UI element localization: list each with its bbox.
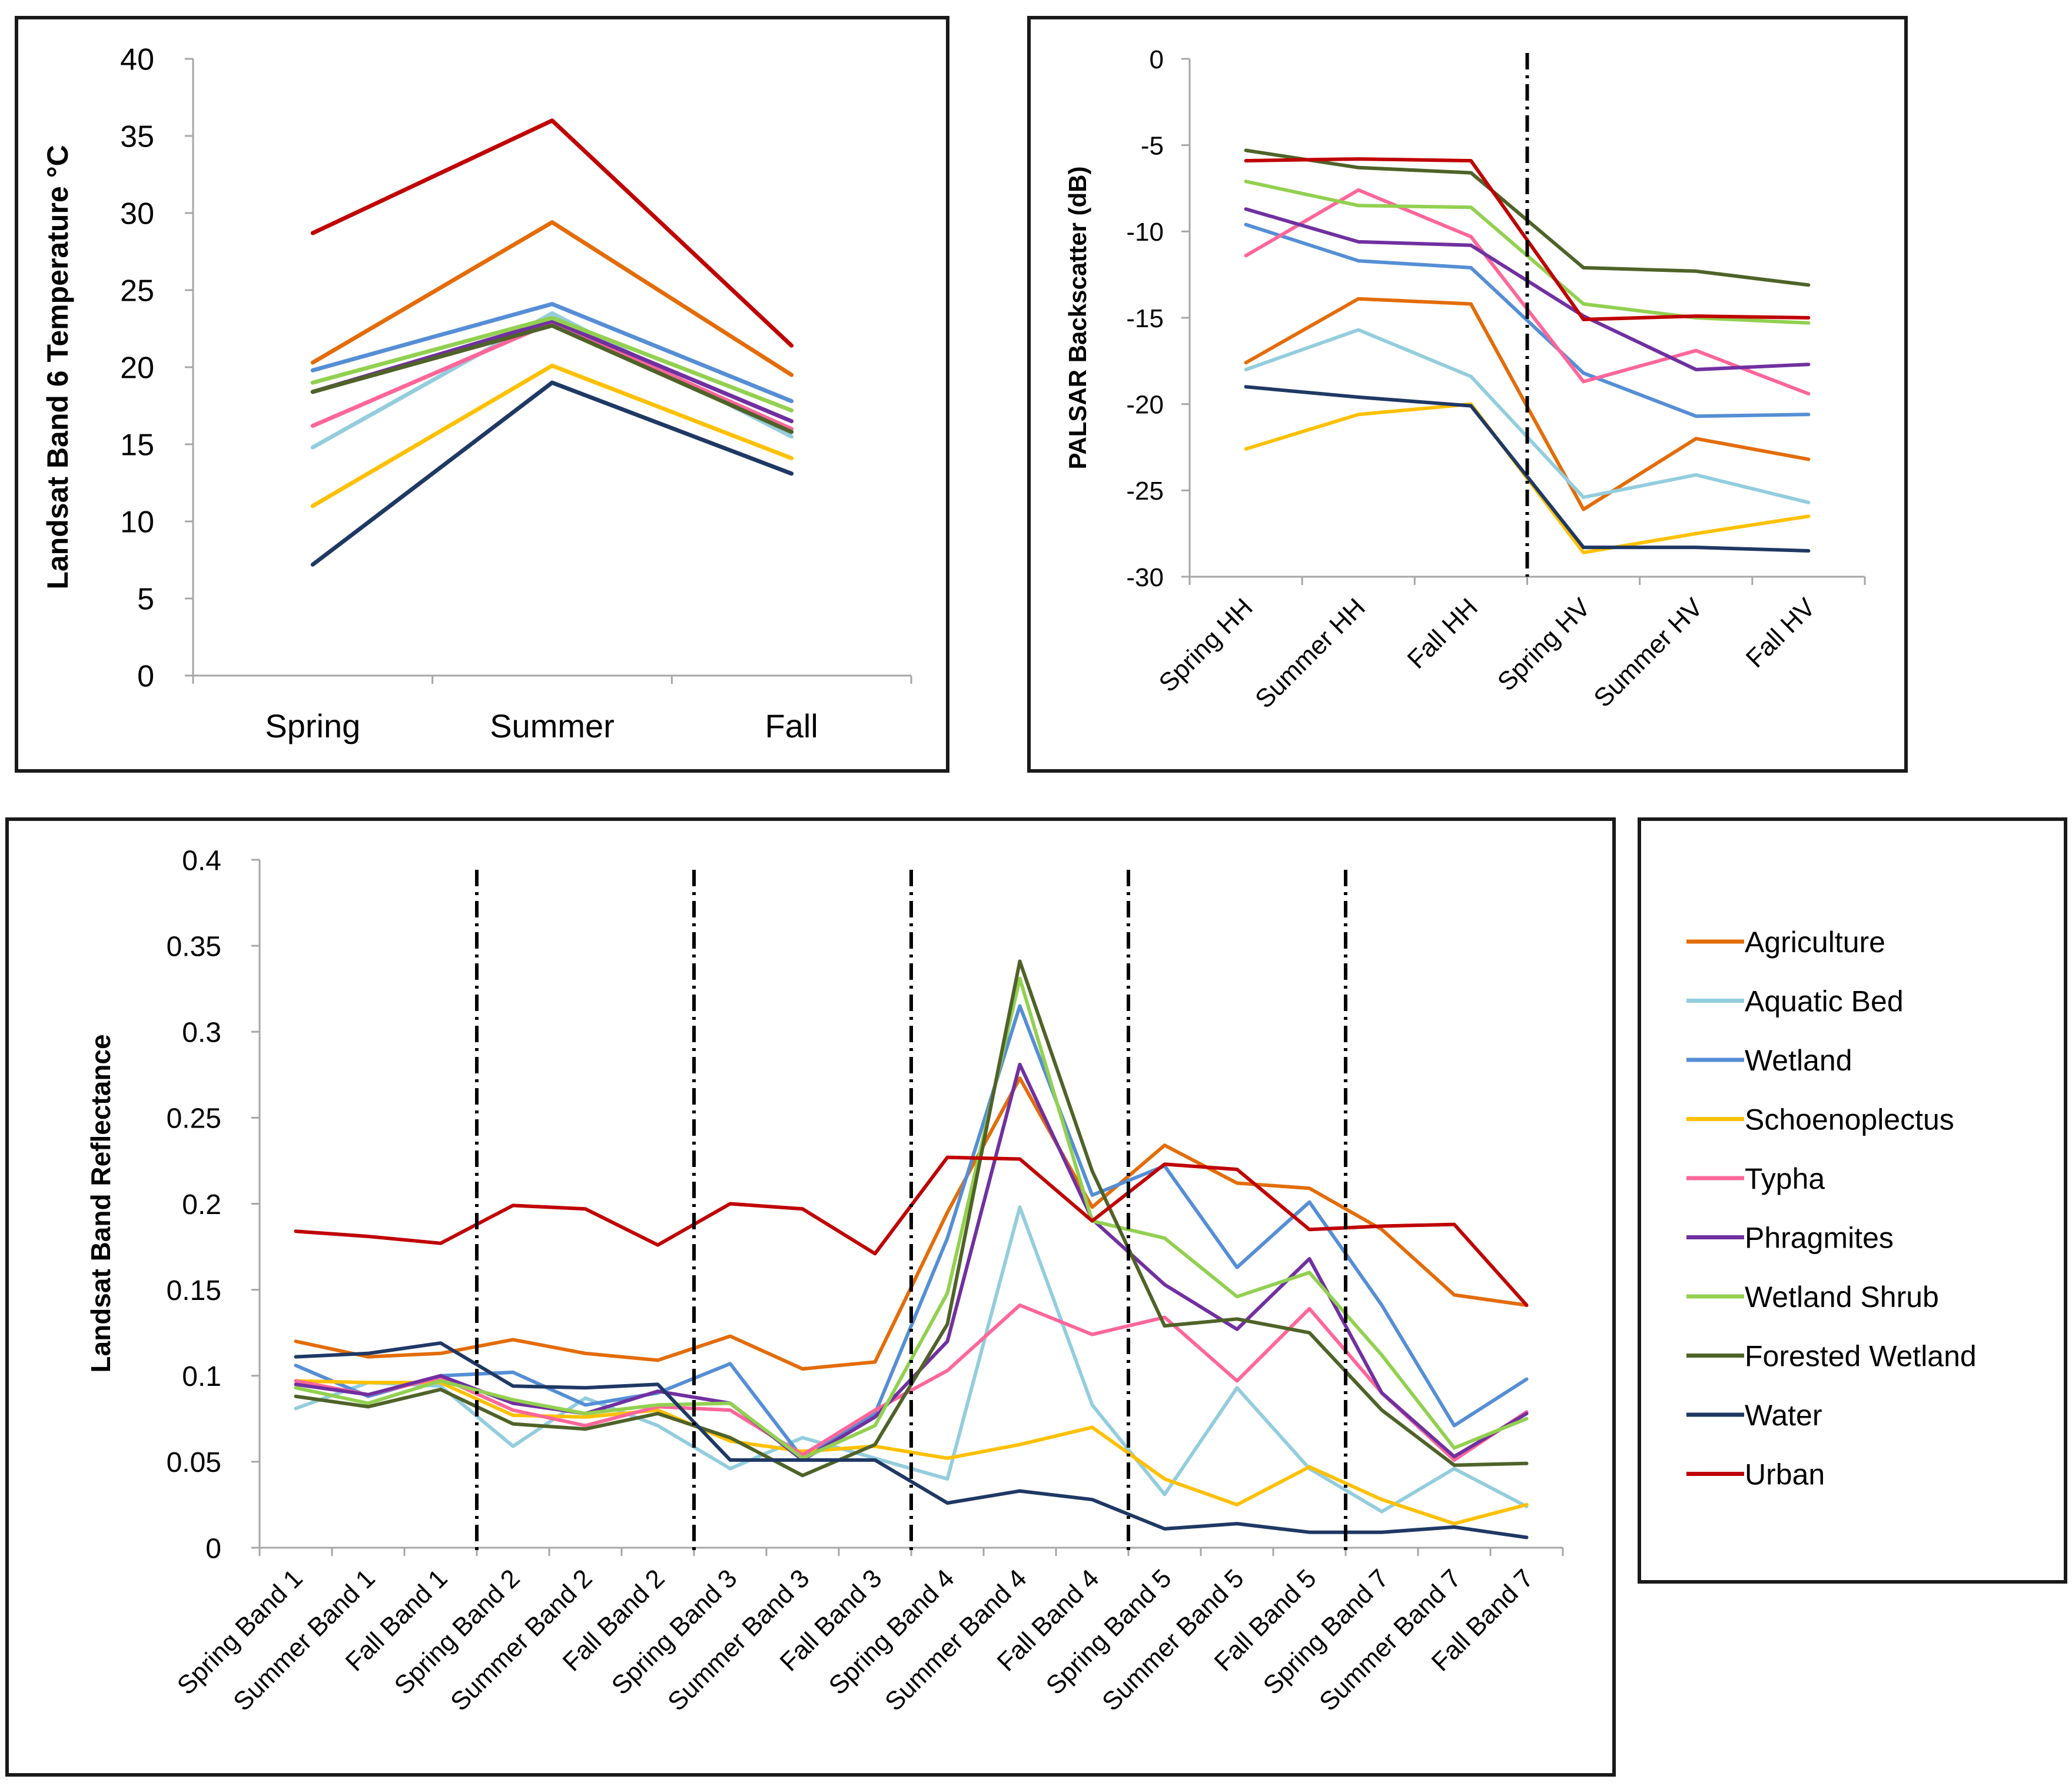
series-line-schoenoplectus [294,1379,1529,1526]
legend: Agriculture Aquatic Bed Wetland Schoenoplec… [1686,926,1977,1491]
series-line-wetland [1244,222,1811,418]
series-line-water [294,1341,1529,1539]
y-tick-label: -10 [1126,218,1164,247]
panel-border-legend [1638,817,2067,1584]
y-axis-title: Landsat Band Reflectance [85,1034,116,1372]
series-line-typha [294,1303,1529,1462]
y-tick-label: 25 [120,274,154,308]
legend-label-urban: Urban [1745,1458,1825,1491]
panel-border-palsar [1027,16,1908,773]
y-tick-label: 0.35 [167,931,221,962]
series-line-schoenoplectus [310,363,794,508]
y-tick-label: 20 [120,351,154,385]
series-line-water [310,380,794,567]
x-tick-label: Summer [490,707,615,744]
y-tick-label: 0.4 [182,845,221,876]
y-tick-label: 5 [137,583,154,617]
series-line-wetland [294,1004,1529,1460]
legend-label-wetland-shrub: Wetland Shrub [1745,1281,1939,1314]
series-line-wetland-shrub [310,315,794,413]
panel-border-temperature [15,16,949,773]
legend-label-schoenoplectus: Schoenoplectus [1745,1103,1954,1136]
legend-label-phragmites: Phragmites [1745,1222,1894,1255]
y-tick-label: 10 [120,506,154,540]
y-tick-label: 40 [120,43,154,77]
legend-label-aquatic-bed: Aquatic Bed [1745,985,1904,1018]
y-tick-label: -20 [1126,391,1164,420]
y-tick-label: 0 [205,1533,221,1564]
y-tick-label: -30 [1126,563,1164,592]
series-line-agriculture [310,220,794,377]
y-tick-label: 0.15 [167,1275,221,1306]
y-tick-label: 0 [137,660,154,694]
y-axis-title: PALSAR Backscatter (dB) [1064,166,1091,469]
chart-temperature: 0 5 10 15 20 25 30 35 40 Spring Summer Fall Landsat … [41,43,912,744]
y-tick-label: 0 [1150,45,1164,74]
legend-label-agriculture: Agriculture [1745,926,1885,959]
y-axis-title: Landsat Band 6 Temperature °C [41,145,74,589]
y-tick-label: -25 [1126,477,1164,506]
series-line-urban [310,118,794,348]
y-tick-label: -15 [1126,304,1164,333]
series-line-water [1244,385,1811,553]
y-tick-label: 0.1 [182,1361,221,1392]
y-tick-label: 35 [120,120,154,154]
y-tick-label: 0.25 [167,1103,221,1135]
y-tick-label: 0.2 [182,1189,221,1221]
legend-label-forested-wetland: Forested Wetland [1745,1340,1977,1373]
series-line-wetland [310,302,794,404]
x-tick-label: Fall [765,707,818,744]
legend-label-typha: Typha [1745,1162,1825,1195]
y-tick-label: 0.3 [182,1017,221,1049]
legend-label-water: Water [1745,1399,1822,1432]
x-tick-label: Spring [265,707,360,744]
y-tick-label: -5 [1141,132,1164,161]
series-line-forested-wetland [310,323,794,434]
series-line-wetland-shrub [294,976,1529,1460]
y-tick-label: 0.05 [167,1447,221,1478]
y-tick-label: 15 [120,428,154,463]
y-tick-label: 30 [120,197,154,231]
legend-label-wetland: Wetland [1745,1044,1852,1077]
